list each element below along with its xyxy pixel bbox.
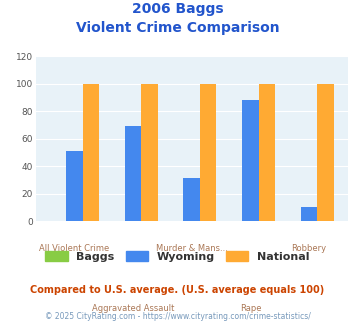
- Bar: [66, 151, 83, 221]
- Text: 2006 Baggs: 2006 Baggs: [132, 2, 223, 16]
- Bar: [301, 207, 317, 221]
- Text: Rape: Rape: [240, 304, 261, 313]
- Text: Murder & Mans...: Murder & Mans...: [156, 244, 228, 253]
- Bar: [317, 83, 334, 221]
- Bar: [141, 83, 158, 221]
- Bar: [125, 126, 141, 221]
- Text: © 2025 CityRating.com - https://www.cityrating.com/crime-statistics/: © 2025 CityRating.com - https://www.city…: [45, 312, 310, 321]
- Text: All Violent Crime: All Violent Crime: [39, 244, 109, 253]
- Bar: [184, 179, 200, 221]
- Bar: [258, 83, 275, 221]
- Legend: Baggs, Wyoming, National: Baggs, Wyoming, National: [45, 251, 310, 262]
- Bar: [200, 83, 216, 221]
- Text: Violent Crime Comparison: Violent Crime Comparison: [76, 21, 279, 35]
- Bar: [83, 83, 99, 221]
- Bar: [242, 100, 258, 221]
- Text: Robbery: Robbery: [291, 244, 327, 253]
- Text: Aggravated Assault: Aggravated Assault: [92, 304, 174, 313]
- Text: Compared to U.S. average. (U.S. average equals 100): Compared to U.S. average. (U.S. average …: [31, 285, 324, 295]
